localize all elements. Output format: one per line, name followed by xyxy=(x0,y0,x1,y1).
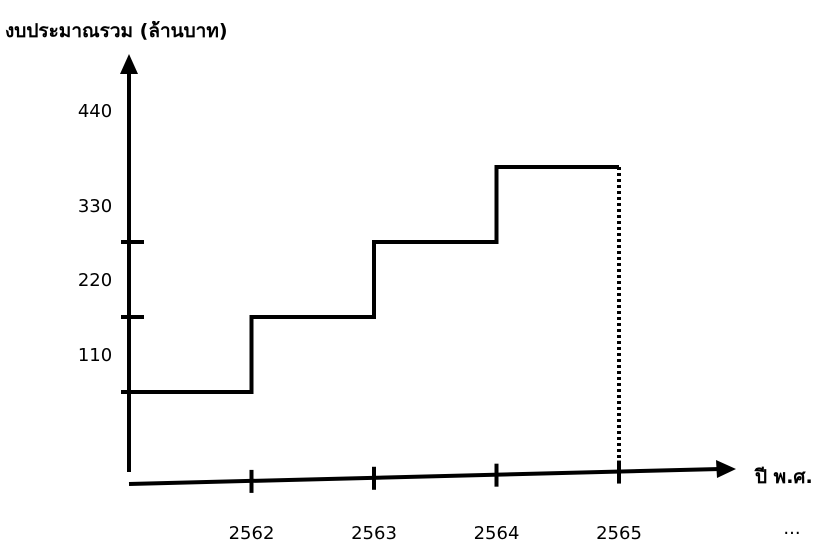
x-tick-label: 2564 xyxy=(474,523,520,544)
series-step-line xyxy=(131,165,619,394)
x-tick-label: ... xyxy=(783,518,800,539)
y-axis-title: งบประมาณรวม (ล้านบาท) xyxy=(5,20,228,42)
x-axis-arrow xyxy=(716,460,736,478)
x-tick-label: 2562 xyxy=(229,523,275,544)
y-tick-label: 440 xyxy=(78,101,112,122)
y-axis-arrow xyxy=(120,54,138,74)
y-tick-label: 110 xyxy=(78,345,112,366)
y-tick-label: 220 xyxy=(78,270,112,291)
x-tick-label: 2565 xyxy=(596,523,642,544)
y-tick-label: 330 xyxy=(78,196,112,217)
x-tick-label: 2563 xyxy=(351,523,397,544)
x-axis-line xyxy=(128,467,721,486)
x-axis-title: ปี พ.ศ. xyxy=(754,466,812,488)
